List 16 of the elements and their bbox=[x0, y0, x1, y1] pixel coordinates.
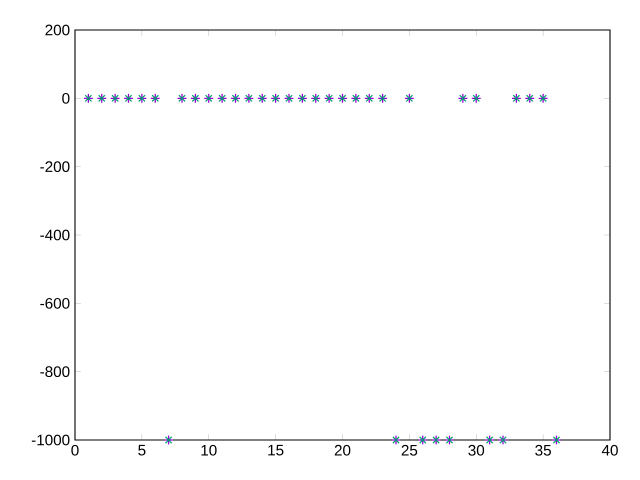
x-tick-label: 15 bbox=[268, 444, 284, 456]
y-tick-label: -600 bbox=[40, 298, 70, 309]
x-tick-label: 40 bbox=[602, 444, 618, 456]
x-tick-label: 20 bbox=[334, 444, 350, 456]
x-tick-label: 25 bbox=[402, 444, 418, 456]
x-tick-label: 5 bbox=[138, 444, 146, 456]
y-tick-label: -400 bbox=[40, 230, 70, 240]
x-tick-label: 10 bbox=[201, 444, 217, 456]
y-tick-label: -800 bbox=[40, 366, 70, 378]
x-tick-label: 30 bbox=[468, 444, 484, 456]
x-tick-label: 35 bbox=[535, 444, 551, 456]
y-tick-label: 0 bbox=[62, 92, 70, 104]
y-tick-label: -1000 bbox=[32, 434, 70, 446]
x-tick-label: 0 bbox=[71, 444, 79, 456]
y-tick-label: 200 bbox=[45, 24, 70, 36]
y-tick-label: -200 bbox=[40, 161, 70, 172]
